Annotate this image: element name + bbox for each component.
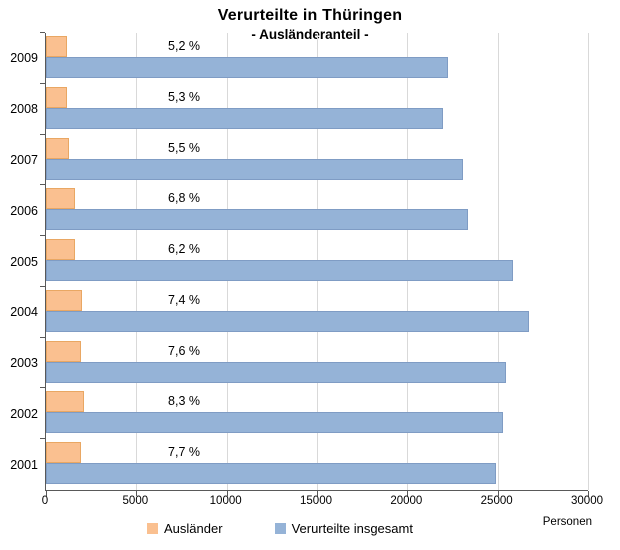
data-label-2002: 8,3 % <box>168 394 200 409</box>
data-label-2006: 6,8 % <box>168 191 200 206</box>
y-axis-tick <box>40 336 45 338</box>
y-axis-tick <box>40 184 45 186</box>
y-axis-label-2006: 2006 <box>10 203 38 218</box>
bar-auslaender-2002 <box>46 391 84 413</box>
data-label-2003: 7,6 % <box>168 343 200 358</box>
bar-auslaender-2004 <box>46 289 82 311</box>
data-label-2001: 7,7 % <box>168 445 200 460</box>
category-row-2006: 2006 6,8 % <box>10 184 588 236</box>
category-row-2002: 2002 8,3 % <box>10 387 588 439</box>
category-row-2004: 2004 7,4 % <box>10 285 588 338</box>
y-axis-label-2003: 2003 <box>10 356 38 371</box>
x-tick-label-0: 0 <box>41 495 49 507</box>
category-row-2007: 2007 5,5 % <box>10 133 588 186</box>
bar-auslaender-2003 <box>46 340 81 362</box>
y-axis-tick <box>40 438 45 440</box>
legend: Ausländer Verurteilte insgesamt <box>0 521 560 536</box>
bar-gesamt-2002 <box>46 412 504 434</box>
x-axis-unit-label: Personen <box>542 516 592 528</box>
y-axis-tick <box>40 285 45 287</box>
y-axis-tick <box>40 32 45 33</box>
bar-auslaender-2007 <box>46 137 69 159</box>
bar-auslaender-2009 <box>46 36 67 57</box>
category-row-2005: 2005 6,2 % <box>10 235 588 287</box>
y-axis-tick <box>40 387 45 389</box>
y-axis-label-2005: 2005 <box>10 254 38 269</box>
data-label-2005: 6,2 % <box>168 242 200 257</box>
bar-gesamt-2009 <box>46 57 448 78</box>
legend-item-verurteilte-insgesamt: Verurteilte insgesamt <box>274 521 413 536</box>
bar-gesamt-2007 <box>46 158 464 180</box>
y-axis-label-2008: 2008 <box>10 102 38 117</box>
x-tick-5000 <box>136 491 138 496</box>
y-axis-label-2009: 2009 <box>10 51 38 66</box>
y-axis-label-2007: 2007 <box>10 152 38 167</box>
chart-subtitle: - Ausländeranteil - <box>251 27 369 42</box>
x-tick-30000 <box>588 491 589 496</box>
bar-gesamt-2004 <box>46 310 530 332</box>
x-tick-label-5000: 5000 <box>122 495 149 507</box>
x-axis-labels: 0 5000 10000 15000 20000 25000 30000 <box>41 495 603 511</box>
chart-title: Verurteilte in Thüringen <box>217 7 403 24</box>
bar-auslaender-2006 <box>46 188 75 210</box>
x-tick-label-10000: 10000 <box>209 495 242 507</box>
data-label-2009: 5,2 % <box>168 39 200 53</box>
plot-area: 2009 5,2 % 2008 5,3 % 2007 5,5 % 2006 6,8 % 2005… <box>10 32 589 496</box>
bar-gesamt-2006 <box>46 209 468 231</box>
bar-rows: 2009 5,2 % 2008 5,3 % 2007 5,5 % 2006 6,8 % 2005… <box>10 32 588 490</box>
bar-auslaender-2008 <box>46 86 68 108</box>
bar-gesamt-2008 <box>46 107 444 129</box>
bar-gesamt-2005 <box>46 260 514 282</box>
x-tick-15000 <box>317 491 318 496</box>
legend-item-ausl-nder: Ausländer <box>147 521 223 536</box>
y-axis-tick <box>40 235 45 237</box>
x-tick-label-25000: 25000 <box>480 495 513 507</box>
data-label-2007: 5,5 % <box>168 140 200 155</box>
y-axis-tick <box>40 133 45 135</box>
category-row-2003: 2003 7,6 % <box>10 336 588 389</box>
category-row-2009: 2009 5,2 % <box>10 32 588 84</box>
x-tick-20000 <box>407 491 409 496</box>
y-axis-label-2004: 2004 <box>10 305 38 320</box>
bar-auslaender-2005 <box>46 239 75 261</box>
legend-label: Ausländer <box>164 521 223 536</box>
x-tick-25000 <box>497 491 499 496</box>
x-tick-label-20000: 20000 <box>390 495 423 507</box>
bar-auslaender-2001 <box>46 442 81 464</box>
x-tick-0 <box>46 491 47 496</box>
y-axis-tick <box>40 82 45 84</box>
category-row-2008: 2008 5,3 % <box>10 82 588 135</box>
bar-gesamt-2001 <box>46 463 496 485</box>
x-tick-10000 <box>226 491 228 496</box>
y-axis-label-2002: 2002 <box>10 406 38 421</box>
category-row-2001: 2001 7,7 % <box>10 438 588 490</box>
data-label-2004: 7,4 % <box>168 292 200 307</box>
data-label-2008: 5,3 % <box>168 89 200 104</box>
y-axis-label-2001: 2001 <box>10 457 38 472</box>
legend-swatch-icon <box>274 523 286 534</box>
legend-label: Verurteilte insgesamt <box>291 521 413 536</box>
x-tick-label-30000: 30000 <box>571 495 603 507</box>
x-tick-label-15000: 15000 <box>300 495 332 507</box>
gridline-30000 <box>588 33 589 490</box>
legend-swatch-icon <box>147 523 159 534</box>
bar-gesamt-2003 <box>46 361 506 383</box>
